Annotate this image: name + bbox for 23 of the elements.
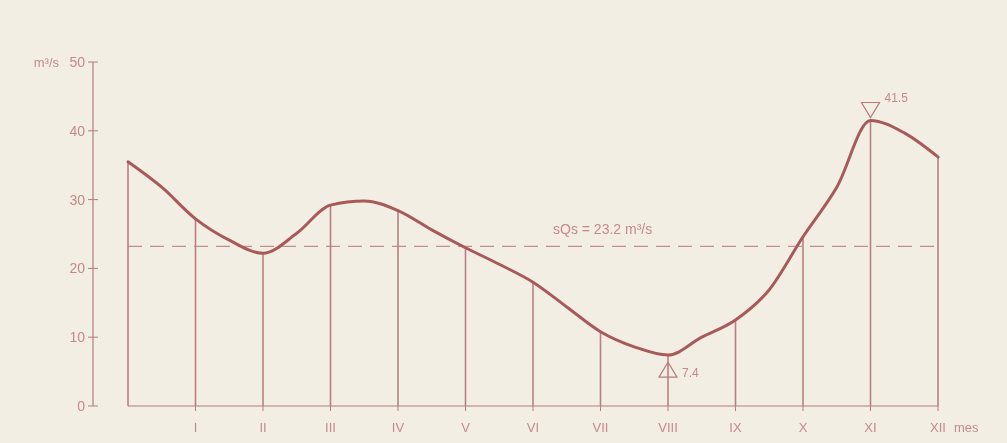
x-tick-label: V [461,420,471,435]
y-tick-label: 50 [69,53,86,70]
ref-line-label: sQs = 23.2 m³/s [553,221,653,238]
annotation: 41.5 [884,91,909,106]
x-tick-label: XII [930,420,946,435]
x-tick-label: X [798,420,808,435]
x-axis-title: mes [954,420,980,435]
y-tick-label: 30 [69,191,86,208]
annotation: 7.4 [682,366,700,381]
y-tick-label: 10 [69,329,86,346]
x-tick-label: II [259,420,267,435]
x-tick-label: IV [391,420,405,435]
x-tick-label: XI [864,420,877,435]
x-tick-label: VI [526,420,540,435]
x-tick-label: VII [592,420,609,435]
y-tick-label: 40 [69,122,86,139]
y-axis-title: m³/s [33,54,60,70]
y-tick-label: 0 [77,397,86,414]
x-tick-label: III [325,420,336,435]
x-tick-label: IX [729,420,742,435]
x-tick-label: VIII [658,420,678,435]
x-tick-label: I [193,420,198,435]
y-tick-label: 20 [69,260,86,277]
